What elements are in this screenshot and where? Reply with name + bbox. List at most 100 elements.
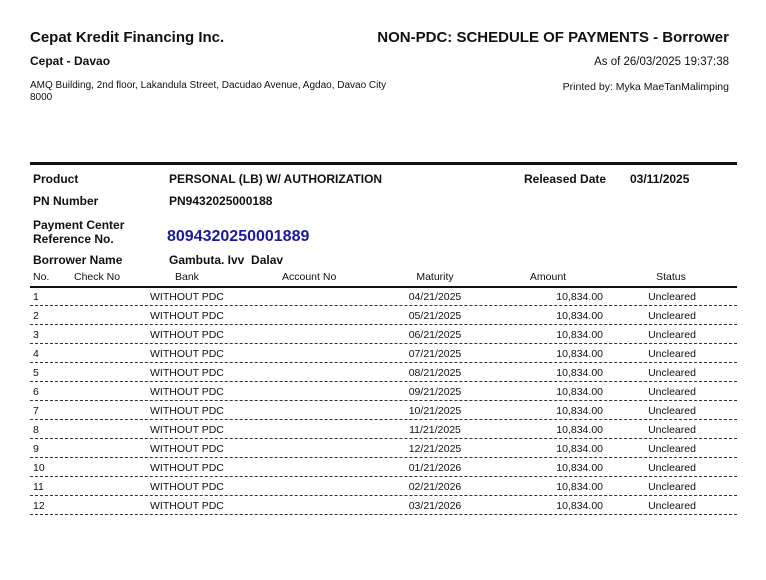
- cell-status: Uncleared: [648, 367, 696, 379]
- cell-maturity: 08/21/2025: [408, 367, 462, 379]
- cell-status: Uncleared: [648, 462, 696, 474]
- branch-name: Cepat - Davao: [30, 54, 111, 68]
- cell-status: Uncleared: [648, 348, 696, 360]
- cell-no: 10: [33, 462, 45, 474]
- product-value: PERSONAL (LB) W/ AUTHORIZATION: [169, 172, 383, 186]
- cell-amount: 10,834.00: [556, 424, 603, 436]
- reference-number: 8094320250001889: [167, 228, 310, 245]
- cell-no: 1: [33, 291, 39, 303]
- cell-amount: 10,834.00: [556, 329, 603, 341]
- row-divider: [30, 514, 737, 515]
- address-line2: 8000: [30, 92, 53, 103]
- cell-maturity: 09/21/2025: [408, 386, 462, 398]
- product-label: Product: [33, 172, 79, 186]
- cell-no: 9: [33, 443, 39, 455]
- cell-bank: WITHOUT PDC: [150, 310, 224, 322]
- released-date-value: 03/11/2025: [630, 172, 690, 186]
- column-header-amount: Amount: [529, 271, 567, 283]
- cell-maturity: 04/21/2025: [408, 291, 462, 303]
- row-divider: [30, 305, 737, 306]
- reference-label-2: Reference No.: [33, 232, 114, 246]
- cell-maturity: 03/21/2026: [408, 500, 462, 512]
- row-divider: [30, 495, 737, 496]
- column-header-account-no: Account No: [282, 271, 337, 283]
- cell-no: 11: [33, 481, 44, 493]
- row-divider: [30, 381, 737, 382]
- cell-status: Uncleared: [648, 443, 696, 455]
- cell-status: Uncleared: [648, 329, 696, 341]
- row-divider: [30, 343, 737, 344]
- borrower-name-value: Gambuta. Ivv Dalav: [169, 253, 284, 267]
- cell-amount: 10,834.00: [556, 310, 603, 322]
- cell-bank: WITHOUT PDC: [150, 329, 224, 341]
- cell-amount: 10,834.00: [556, 348, 603, 360]
- cell-bank: WITHOUT PDC: [150, 348, 224, 360]
- cell-status: Uncleared: [648, 291, 696, 303]
- cell-amount: 10,834.00: [556, 386, 603, 398]
- cell-maturity: 11/21/2025: [409, 424, 461, 436]
- printed-by: Printed by: Myka MaeTanMalimping: [562, 81, 729, 93]
- cell-maturity: 01/21/2026: [408, 462, 462, 474]
- cell-status: Uncleared: [648, 405, 696, 417]
- row-divider: [30, 457, 737, 458]
- company-name: Cepat Kredit Financing Inc.: [30, 29, 225, 46]
- column-header-bank: Bank: [175, 271, 199, 283]
- cell-amount: 10,834.00: [556, 481, 603, 493]
- cell-status: Uncleared: [648, 424, 696, 436]
- cell-maturity: 10/21/2025: [408, 405, 462, 417]
- cell-bank: WITHOUT PDC: [150, 424, 224, 436]
- cell-no: 3: [33, 329, 39, 341]
- cell-bank: WITHOUT PDC: [150, 291, 224, 303]
- cell-no: 4: [33, 348, 39, 360]
- pn-number-value: PN9432025000188: [169, 194, 273, 208]
- column-header-check-no: Check No: [74, 271, 121, 283]
- cell-amount: 10,834.00: [556, 405, 603, 417]
- cell-amount: 10,834.00: [556, 443, 603, 455]
- column-header-maturity: Maturity: [416, 271, 454, 283]
- cell-amount: 10,834.00: [556, 367, 603, 379]
- divider: [30, 162, 737, 165]
- cell-maturity: 06/21/2025: [408, 329, 462, 341]
- cell-bank: WITHOUT PDC: [150, 481, 224, 493]
- cell-maturity: 12/21/2025: [408, 443, 462, 455]
- address-line1: AMQ Building, 2nd floor, Lakandula Stree…: [30, 80, 387, 91]
- cell-status: Uncleared: [648, 386, 696, 398]
- cell-bank: WITHOUT PDC: [150, 500, 224, 512]
- cell-no: 8: [33, 424, 39, 436]
- cell-maturity: 05/21/2025: [408, 310, 462, 322]
- cell-bank: WITHOUT PDC: [150, 405, 224, 417]
- report-title: NON-PDC: SCHEDULE OF PAYMENTS - Borrower: [377, 29, 729, 46]
- column-header-status: Status: [656, 271, 686, 283]
- cell-status: Uncleared: [648, 481, 696, 493]
- cell-amount: 10,834.00: [556, 291, 603, 303]
- cell-no: 12: [33, 500, 45, 512]
- row-divider: [30, 324, 737, 325]
- cell-amount: 10,834.00: [556, 462, 603, 474]
- cell-maturity: 07/21/2025: [408, 348, 462, 360]
- cell-no: 6: [33, 386, 39, 398]
- row-divider: [30, 400, 737, 401]
- table-header-divider: [30, 286, 737, 288]
- row-divider: [30, 362, 737, 363]
- cell-maturity: 02/21/2026: [408, 481, 462, 493]
- cell-bank: WITHOUT PDC: [150, 386, 224, 398]
- reference-label-1: Payment Center: [33, 218, 125, 232]
- cell-bank: WITHOUT PDC: [150, 367, 224, 379]
- cell-status: Uncleared: [648, 310, 696, 322]
- released-date-label: Released Date: [524, 172, 607, 186]
- cell-amount: 10,834.00: [556, 500, 603, 512]
- borrower-name-label: Borrower Name: [33, 253, 123, 267]
- cell-no: 7: [33, 405, 39, 417]
- cell-status: Uncleared: [648, 500, 696, 512]
- cell-no: 2: [33, 310, 39, 322]
- as-of-timestamp: As of 26/03/2025 19:37:38: [594, 56, 729, 68]
- column-header-no: No.: [33, 271, 50, 283]
- cell-bank: WITHOUT PDC: [150, 462, 224, 474]
- cell-no: 5: [33, 367, 39, 379]
- cell-bank: WITHOUT PDC: [150, 443, 224, 455]
- pn-number-label: PN Number: [33, 194, 99, 208]
- row-divider: [30, 476, 737, 477]
- row-divider: [30, 419, 737, 420]
- row-divider: [30, 438, 737, 439]
